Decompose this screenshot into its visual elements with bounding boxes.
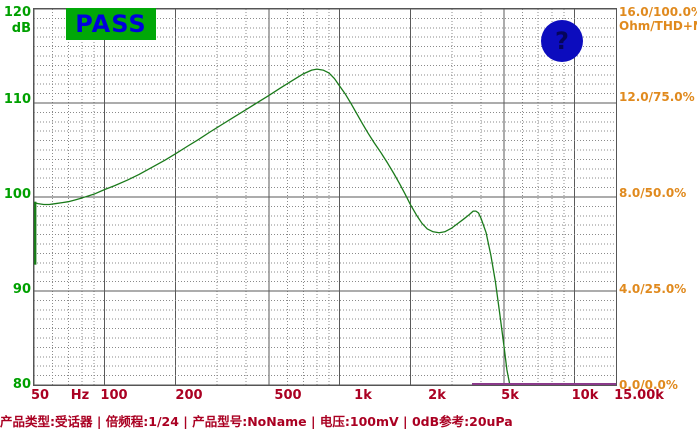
chart-curve-layer xyxy=(34,68,511,385)
y-axis-left-tick: 80 xyxy=(12,377,31,392)
x-axis-tick: 2k xyxy=(428,388,446,403)
left-axis-unit-label: dB xyxy=(11,21,31,36)
y-axis-left-tick: 100 xyxy=(3,187,31,202)
x-axis-tick: 100 xyxy=(100,388,128,403)
bottom-axis: 50 Hz 100 200 500 1k 2k 5k 10k 15.00k xyxy=(0,389,697,409)
x-axis-tick: 5k xyxy=(501,388,519,403)
chart-limit-layer xyxy=(34,201,616,385)
help-button[interactable]: ? xyxy=(541,20,583,62)
status-bar: 产品类型:受话器 | 倍频程:1/24 | 产品型号:NoName | 电压:1… xyxy=(0,414,513,429)
x-axis-tick: 15.00k xyxy=(614,388,664,403)
y-axis-right-tick: 4.0/25.0% xyxy=(619,282,687,296)
left-axis: 120 110 100 90 80 xyxy=(0,0,31,394)
y-axis-left-tick: 120 xyxy=(3,5,31,20)
x-axis-tick: 10k xyxy=(571,388,599,403)
right-axis: 16.0/100.0% Ohm/THD+N 12.0/75.0% 8.0/50.… xyxy=(619,0,697,400)
x-axis-tick: 500 xyxy=(274,388,302,403)
status-badge-label: PASS xyxy=(75,10,147,38)
right-axis-unit-label: Ohm/THD+N xyxy=(619,19,697,33)
x-axis-tick: 200 xyxy=(175,388,203,403)
y-axis-right-tick: 0.0/0.0% xyxy=(619,378,678,392)
x-axis-tick: 50 xyxy=(30,388,50,403)
chart-gridlines xyxy=(34,9,616,385)
y-axis-right-tick: 8.0/50.0% xyxy=(619,186,687,200)
y-axis-right-tick: 16.0/100.0% xyxy=(619,5,697,19)
x-axis-unit-label: Hz xyxy=(70,388,90,403)
status-badge: PASS xyxy=(66,8,156,40)
y-axis-left-tick: 90 xyxy=(12,282,31,297)
question-mark-icon: ? xyxy=(555,26,569,55)
y-axis-right-tick: 12.0/75.0% xyxy=(619,90,695,104)
chart-plot-area[interactable] xyxy=(33,8,617,386)
x-axis-tick: 1k xyxy=(354,388,372,403)
y-axis-left-tick: 110 xyxy=(3,92,31,107)
